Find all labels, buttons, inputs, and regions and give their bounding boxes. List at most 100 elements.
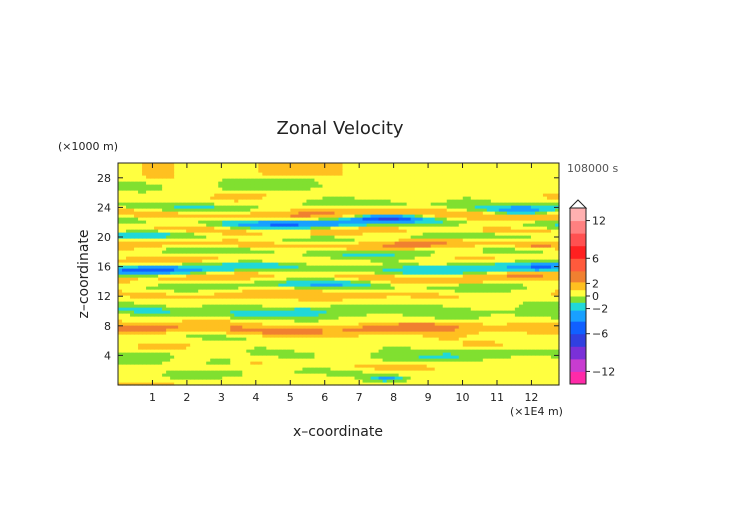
heatmap-cell [298, 352, 304, 356]
heatmap-cell [286, 328, 291, 332]
heatmap-cell [382, 322, 388, 326]
heatmap-cell [542, 322, 548, 326]
heatmap-cell [534, 319, 540, 323]
heatmap-cell [494, 283, 500, 287]
heatmap-cell [234, 352, 239, 356]
heatmap-cell [414, 325, 420, 329]
heatmap-cell [518, 322, 524, 326]
heatmap-cell [186, 325, 191, 329]
heatmap-cell [482, 319, 488, 323]
heatmap-cell [194, 301, 199, 305]
heatmap-cell [242, 376, 247, 380]
heatmap-cell [318, 283, 324, 287]
heatmap-cell [410, 382, 416, 386]
heatmap-cell [286, 310, 291, 314]
heatmap-cell [246, 292, 251, 296]
heatmap-cell [446, 283, 452, 287]
heatmap-cell [518, 316, 524, 320]
heatmap-cell [494, 340, 500, 344]
heatmap-cell [294, 319, 300, 323]
heatmap-cell [382, 301, 388, 305]
heatmap-cell [222, 373, 227, 377]
heatmap-cell [382, 373, 388, 377]
heatmap-cell [342, 265, 348, 269]
heatmap-cell [274, 250, 279, 254]
heatmap-cell [374, 277, 380, 281]
heatmap-cell [374, 265, 380, 269]
heatmap-cell [322, 262, 328, 266]
heatmap-cell [254, 271, 259, 275]
heatmap-cell [510, 367, 516, 371]
heatmap-cell [366, 340, 372, 344]
heatmap-cell [450, 379, 456, 383]
heatmap-cell [178, 292, 183, 296]
heatmap-cell [282, 262, 287, 266]
heatmap-cell [450, 265, 456, 269]
heatmap-cell [206, 304, 211, 308]
heatmap-cell [546, 283, 552, 287]
heatmap-cell [338, 346, 344, 350]
heatmap-cell [270, 379, 275, 383]
heatmap-cell [410, 256, 416, 260]
heatmap-cell [254, 322, 259, 326]
heatmap-cell [474, 301, 480, 305]
heatmap-cell [334, 382, 340, 386]
heatmap-cell [470, 304, 476, 308]
heatmap-cell [258, 355, 263, 359]
heatmap-cell [258, 277, 263, 281]
heatmap-cell [530, 376, 536, 380]
heatmap-cell [122, 376, 127, 380]
heatmap-cell [202, 307, 207, 311]
heatmap-cell [154, 319, 159, 323]
heatmap-cell [414, 361, 420, 365]
heatmap-cell [202, 250, 207, 254]
heatmap-cell [226, 340, 231, 344]
heatmap-cell [422, 352, 428, 356]
heatmap-cell [170, 364, 175, 368]
heatmap-cell [450, 256, 456, 260]
heatmap-cell [334, 283, 340, 287]
heatmap-cell [402, 304, 408, 308]
heatmap-cell [362, 265, 368, 269]
heatmap-cell [378, 277, 384, 281]
heatmap-cell [146, 316, 151, 320]
heatmap-cell [310, 271, 316, 275]
heatmap-cell [462, 343, 468, 347]
heatmap-cell [486, 289, 492, 293]
heatmap-cell [454, 307, 460, 311]
heatmap-cell [318, 307, 324, 311]
heatmap-cell [130, 286, 135, 290]
heatmap-cell [214, 268, 219, 272]
heatmap-cell [202, 253, 207, 257]
heatmap-cell [514, 253, 520, 257]
heatmap-cell [302, 364, 308, 368]
heatmap-cell [222, 361, 227, 365]
heatmap-cell [382, 292, 388, 296]
heatmap-cell [254, 352, 259, 356]
heatmap-cell [490, 286, 496, 290]
heatmap-cell [430, 277, 436, 281]
heatmap-cell [134, 292, 139, 296]
heatmap-cell [166, 352, 171, 356]
heatmap-cell [370, 250, 376, 254]
heatmap-cell [394, 313, 400, 317]
heatmap-cell [370, 367, 376, 371]
heatmap-cell [246, 352, 251, 356]
heatmap-cell [450, 316, 456, 320]
heatmap-cell [426, 358, 432, 362]
heatmap-cell [158, 370, 163, 374]
heatmap-cell [270, 295, 275, 299]
heatmap-cell [258, 328, 263, 332]
heatmap-cell [414, 283, 420, 287]
heatmap-cell [546, 262, 552, 266]
heatmap-cell [526, 328, 532, 332]
heatmap-cell [514, 286, 520, 290]
heatmap-cell [422, 274, 428, 278]
heatmap-cell [162, 253, 167, 257]
heatmap-cell [230, 328, 235, 332]
heatmap-cell [322, 310, 328, 314]
heatmap-cell [166, 283, 171, 287]
heatmap-cell [138, 352, 143, 356]
heatmap-cell [126, 337, 131, 341]
heatmap-cell [366, 304, 372, 308]
